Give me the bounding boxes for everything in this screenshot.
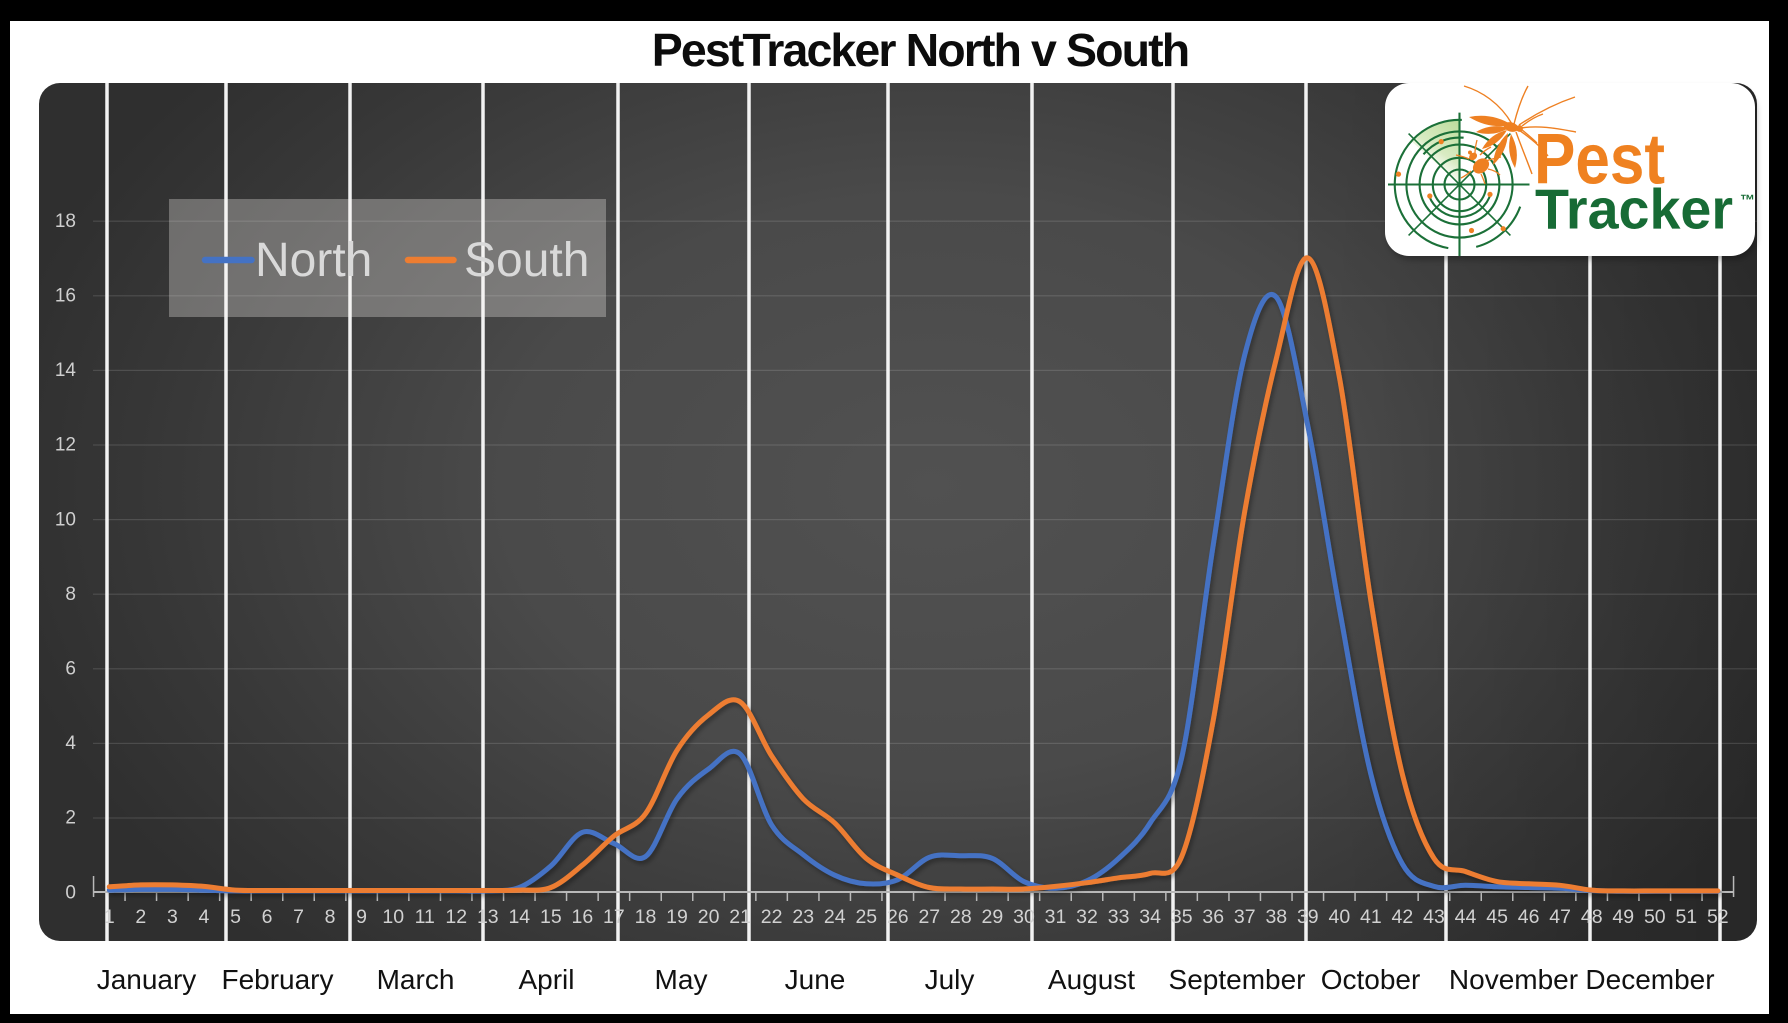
svg-text:33: 33 <box>1108 906 1130 928</box>
svg-text:9: 9 <box>356 906 367 928</box>
svg-text:47: 47 <box>1549 906 1571 928</box>
svg-text:8: 8 <box>325 906 336 928</box>
svg-text:October: October <box>1321 964 1421 995</box>
svg-text:15: 15 <box>540 906 562 928</box>
svg-text:January: January <box>97 964 197 995</box>
svg-text:4: 4 <box>198 906 209 928</box>
svg-text:8: 8 <box>65 584 76 605</box>
svg-text:Pest: Pest <box>1534 120 1665 199</box>
svg-text:2: 2 <box>65 808 76 829</box>
svg-text:6: 6 <box>262 906 273 928</box>
svg-text:13: 13 <box>477 906 499 928</box>
svg-text:34: 34 <box>1139 906 1161 928</box>
svg-text:40: 40 <box>1329 906 1351 928</box>
svg-text:April: April <box>518 964 574 995</box>
svg-text:28: 28 <box>950 906 972 928</box>
svg-text:25: 25 <box>855 906 877 928</box>
svg-text:45: 45 <box>1486 906 1508 928</box>
svg-text:37: 37 <box>1234 906 1256 928</box>
svg-text:35: 35 <box>1171 906 1193 928</box>
svg-text:22: 22 <box>761 906 783 928</box>
svg-text:North: North <box>255 234 372 287</box>
svg-text:41: 41 <box>1360 906 1382 928</box>
svg-text:36: 36 <box>1202 906 1224 928</box>
svg-text:16: 16 <box>55 286 76 307</box>
svg-text:June: June <box>785 964 846 995</box>
svg-text:24: 24 <box>824 906 846 928</box>
svg-text:2: 2 <box>135 906 146 928</box>
svg-text:48: 48 <box>1581 906 1603 928</box>
svg-text:43: 43 <box>1423 906 1445 928</box>
svg-text:32: 32 <box>1076 906 1098 928</box>
svg-text:South: South <box>464 234 589 287</box>
svg-text:39: 39 <box>1297 906 1319 928</box>
svg-text:29: 29 <box>982 906 1004 928</box>
svg-text:March: March <box>377 964 455 995</box>
svg-text:30: 30 <box>1013 906 1035 928</box>
svg-text:May: May <box>655 964 708 995</box>
svg-text:™: ™ <box>1740 192 1755 209</box>
svg-text:December: December <box>1585 964 1714 995</box>
svg-text:Tracker: Tracker <box>1535 178 1733 242</box>
svg-text:5: 5 <box>230 906 241 928</box>
svg-text:51: 51 <box>1675 906 1697 928</box>
svg-text:10: 10 <box>55 509 76 530</box>
svg-text:50: 50 <box>1644 906 1666 928</box>
svg-text:4: 4 <box>65 733 76 754</box>
svg-text:31: 31 <box>1045 906 1067 928</box>
svg-text:18: 18 <box>635 906 657 928</box>
svg-text:26: 26 <box>887 906 909 928</box>
svg-text:7: 7 <box>293 906 304 928</box>
svg-text:38: 38 <box>1265 906 1287 928</box>
svg-text:11: 11 <box>415 906 435 928</box>
svg-text:September: September <box>1169 964 1306 995</box>
svg-text:12: 12 <box>55 435 76 456</box>
svg-text:14: 14 <box>55 360 77 381</box>
svg-text:0: 0 <box>65 882 76 903</box>
svg-text:44: 44 <box>1455 906 1477 928</box>
svg-text:February: February <box>221 964 333 995</box>
svg-text:16: 16 <box>572 906 594 928</box>
svg-text:November: November <box>1449 964 1578 995</box>
svg-text:27: 27 <box>918 906 940 928</box>
svg-text:3: 3 <box>167 906 178 928</box>
svg-text:1: 1 <box>104 906 115 928</box>
svg-text:14: 14 <box>508 906 530 928</box>
svg-text:12: 12 <box>445 906 467 928</box>
svg-text:July: July <box>925 964 975 995</box>
svg-text:August: August <box>1048 964 1135 995</box>
svg-text:23: 23 <box>792 906 814 928</box>
svg-text:6: 6 <box>65 659 76 680</box>
svg-text:20: 20 <box>698 906 720 928</box>
svg-text:17: 17 <box>603 906 625 928</box>
svg-text:52: 52 <box>1707 906 1729 928</box>
svg-text:21: 21 <box>729 906 751 928</box>
svg-text:42: 42 <box>1392 906 1414 928</box>
svg-text:46: 46 <box>1518 906 1540 928</box>
svg-text:10: 10 <box>382 906 404 928</box>
svg-text:19: 19 <box>666 906 688 928</box>
svg-text:18: 18 <box>55 211 76 232</box>
svg-text:49: 49 <box>1612 906 1634 928</box>
